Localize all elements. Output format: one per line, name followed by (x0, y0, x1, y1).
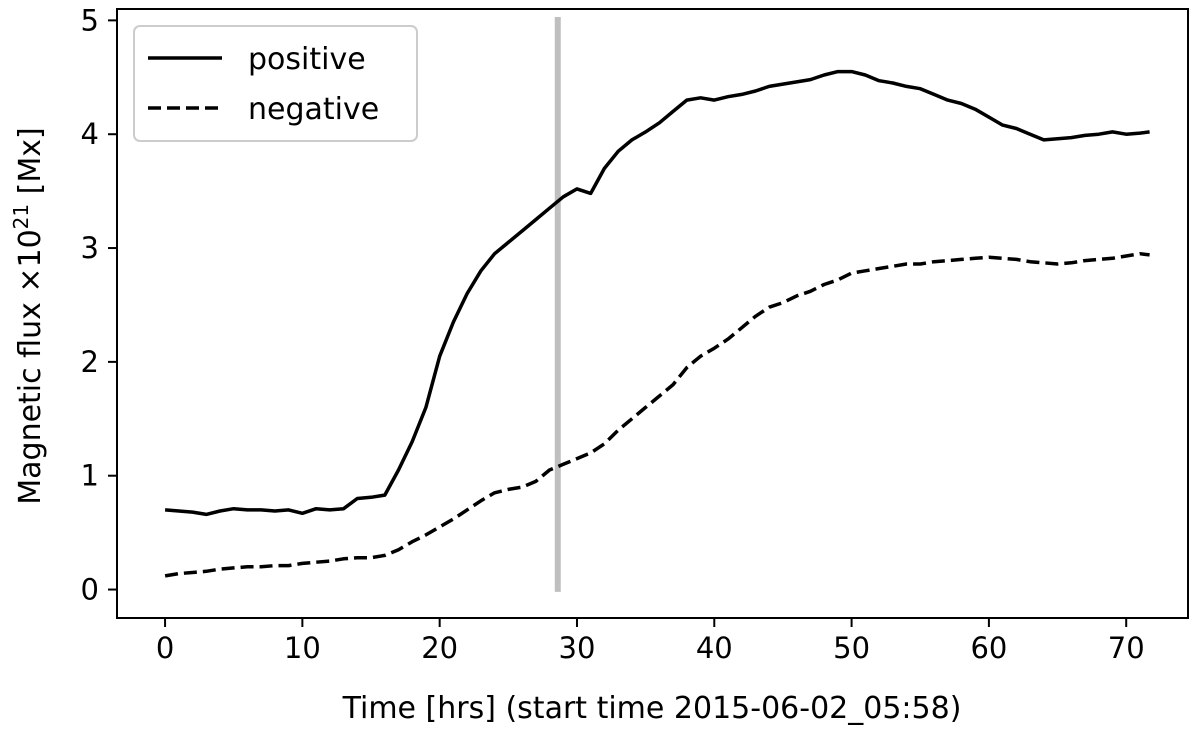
x-tick-label: 0 (156, 631, 174, 665)
y-tick-label: 5 (81, 3, 99, 37)
y-axis-label-exponent: 21 (9, 204, 33, 229)
plot-frame (116, 8, 1189, 619)
y-tick-label: 3 (81, 231, 99, 265)
legend-label-positive: positive (248, 42, 366, 77)
x-tick-label: 40 (696, 631, 733, 665)
legend: positive negative (133, 25, 418, 142)
y-axis-label-unit: [Mx] (13, 127, 48, 204)
y-axis-label: Magnetic flux ×1021 [Mx] (9, 127, 48, 504)
y-tick-label: 4 (81, 117, 99, 151)
y-tick-label: 1 (81, 459, 99, 493)
x-tick-label: 10 (284, 631, 321, 665)
x-tick-label: 20 (421, 631, 458, 665)
series-line-positive (164, 69, 1150, 517)
x-tick-label: 30 (559, 631, 596, 665)
x-tick-label: 70 (1108, 631, 1145, 665)
x-tick-label: 60 (970, 631, 1007, 665)
y-tick-label: 0 (81, 573, 99, 607)
legend-label-negative: negative (248, 92, 379, 127)
y-tick-label: 2 (81, 345, 99, 379)
x-axis-label: Time [hrs] (start time 2015-06-02_05:58) (342, 691, 962, 726)
axis-ticks: 0 10 20 30 40 50 60 70 0 1 2 3 4 5 (81, 3, 1145, 665)
y-axis-label-main: Magnetic flux ×10 (13, 229, 48, 504)
series-line-negative (164, 251, 1150, 578)
x-tick-label: 50 (833, 631, 870, 665)
legend-box (133, 25, 418, 142)
series-lines (164, 69, 1150, 578)
